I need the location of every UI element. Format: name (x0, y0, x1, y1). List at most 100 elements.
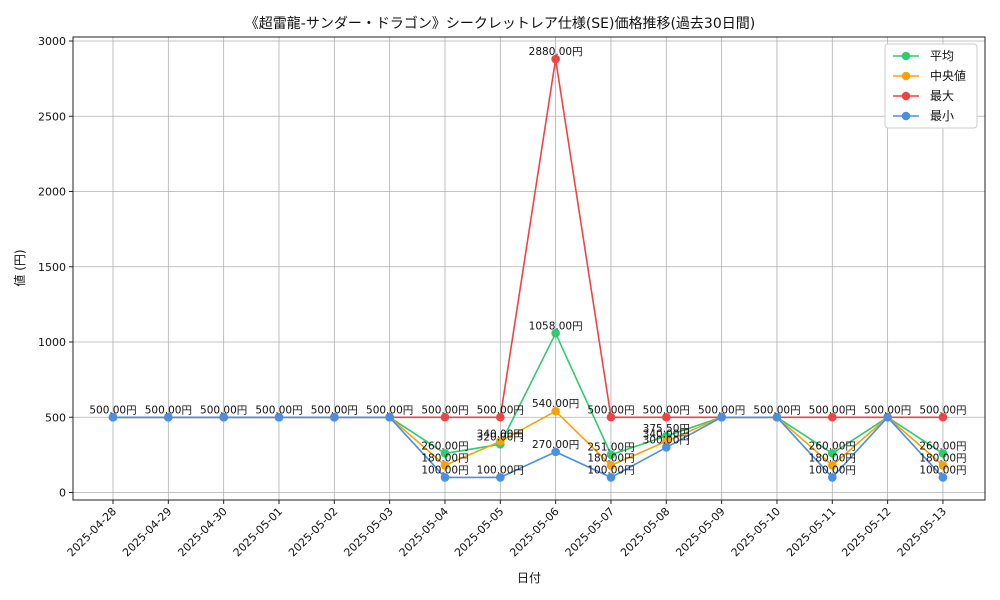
data-point (827, 473, 837, 482)
data-point (606, 473, 616, 482)
data-point (662, 437, 671, 446)
data-label: 1058.00円 (529, 320, 583, 332)
x-tick-label: 2025-05-12 (839, 505, 893, 559)
data-label: 260.00円 (421, 440, 468, 452)
data-label: 270.00円 (532, 439, 579, 451)
data-point (551, 54, 560, 64)
x-tick-label: 2025-05-07 (563, 505, 617, 559)
series-line-最小 (113, 416, 944, 479)
data-label: 260.00円 (809, 440, 856, 452)
data-label: 100.00円 (421, 464, 468, 476)
data-label: 100.00円 (919, 464, 966, 476)
legend-box (884, 43, 978, 129)
legend-marker (901, 51, 911, 61)
data-point (108, 412, 118, 422)
data-label: 260.00円 (919, 440, 966, 452)
data-point (440, 449, 450, 458)
data-label: 500.00円 (311, 404, 358, 416)
data-label: 100.00円 (587, 464, 634, 476)
data-point (717, 412, 726, 422)
data-point (883, 412, 892, 422)
grid (73, 37, 985, 500)
data-point (219, 412, 228, 422)
data-point (551, 447, 560, 457)
data-label: 500.00円 (753, 404, 800, 416)
x-tick-label: 2025-05-04 (397, 505, 451, 559)
data-point (440, 473, 450, 482)
data-label: 320.00円 (477, 431, 524, 443)
data-point (440, 412, 450, 422)
data-point (330, 412, 339, 422)
y-tick-label: 1500 (38, 261, 66, 274)
data-point (606, 412, 616, 422)
data-point (551, 328, 560, 338)
data-label: 180.00円 (421, 452, 468, 464)
x-tick-label: 2025-05-09 (673, 505, 727, 559)
data-label: 375.50円 (643, 423, 690, 435)
data-point (496, 437, 505, 446)
data-point (938, 461, 948, 470)
x-axis-label: 日付 (517, 571, 541, 585)
y-tick-label: 2500 (38, 110, 66, 123)
x-tick-label: 2025-04-28 (65, 505, 119, 559)
y-tick-label: 0 (59, 487, 66, 500)
data-point (496, 412, 505, 422)
data-label: 500.00円 (919, 404, 966, 416)
data-label-layer: 500.00円 500.00円 500.00円 500.00円 500.00円 500.0… (89, 46, 966, 476)
series-layer (113, 58, 944, 479)
legend-label: 最小 (930, 109, 954, 123)
data-point (772, 412, 782, 422)
legend-label: 平均 (930, 49, 954, 63)
data-label: 100.00円 (809, 464, 856, 476)
data-label: 300.00円 (643, 434, 690, 446)
legend-marker (901, 91, 911, 101)
data-label: 500.00円 (643, 404, 690, 416)
y-tick-label: 3000 (38, 35, 66, 48)
data-label: 2880.00円 (529, 46, 583, 58)
data-point (274, 412, 284, 422)
data-label: 500.00円 (809, 404, 856, 416)
data-point (662, 443, 671, 452)
data-label: 500.00円 (89, 404, 136, 416)
data-point (827, 412, 837, 422)
data-point (606, 450, 616, 460)
data-label: 340.00円 (477, 428, 524, 440)
data-label: 500.00円 (421, 404, 468, 416)
data-label: 100.00円 (477, 464, 524, 476)
data-label: 180.00円 (919, 452, 966, 464)
data-point (496, 473, 505, 482)
x-tick-label: 2025-05-13 (895, 505, 949, 559)
data-label: 180.00円 (809, 452, 856, 464)
x-tick-label: 2025-04-30 (175, 505, 229, 559)
data-point (385, 412, 394, 422)
x-axis-ticks: 2025-04-28 2025-04-29 2025-04-30 2025-05-01… (65, 500, 949, 559)
point-layer (108, 54, 948, 482)
chart-title: 《超雷龍-サンダー・ドラゴン》シークレットレア仕様(SE)価格推移(過去30日間… (245, 15, 755, 32)
x-tick-label: 2025-05-05 (452, 505, 506, 559)
data-label: 500.00円 (145, 404, 192, 416)
series-line-平均 (113, 332, 944, 456)
data-point (938, 473, 948, 482)
y-tick-label: 500 (45, 411, 66, 424)
data-label: 500.00円 (698, 404, 745, 416)
y-axis-label: 値 (円) (12, 249, 27, 286)
data-label: 500.00円 (366, 404, 413, 416)
y-tick-label: 1000 (38, 336, 66, 349)
data-label: 500.00円 (255, 404, 302, 416)
y-tick-label: 2000 (38, 186, 66, 199)
data-point (827, 461, 837, 470)
data-label: 180.00円 (587, 452, 634, 464)
data-point (938, 449, 948, 458)
data-point (938, 412, 948, 422)
data-point (164, 412, 173, 422)
x-tick-label: 2025-05-03 (341, 505, 395, 559)
data-label: 251.00円 (587, 442, 634, 454)
data-point (662, 412, 671, 422)
plot-frame (72, 36, 986, 501)
x-tick-label: 2025-05-06 (507, 505, 561, 559)
data-point (551, 406, 560, 416)
data-label: 500.00円 (864, 404, 911, 416)
data-label: 340.00円 (643, 428, 690, 440)
